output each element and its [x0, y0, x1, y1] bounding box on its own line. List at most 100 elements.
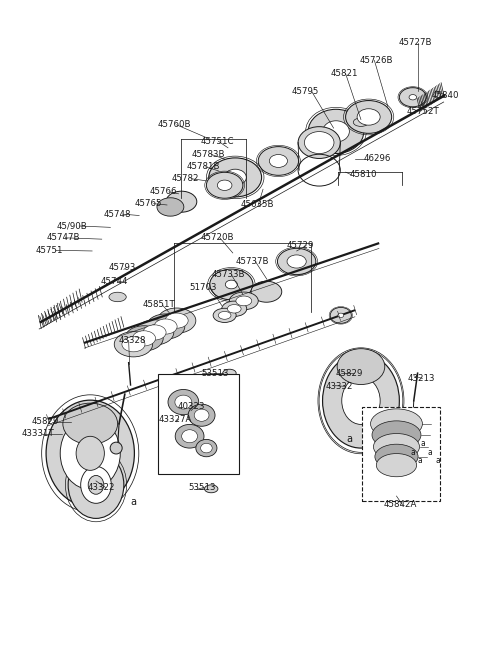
- Ellipse shape: [196, 440, 217, 457]
- Ellipse shape: [342, 377, 380, 424]
- Ellipse shape: [209, 158, 262, 197]
- Ellipse shape: [168, 390, 199, 415]
- Ellipse shape: [165, 313, 188, 328]
- Text: 45720B: 45720B: [201, 233, 234, 242]
- Text: 45733B: 45733B: [211, 270, 245, 279]
- Text: 53513: 53513: [202, 369, 229, 378]
- Ellipse shape: [287, 255, 306, 268]
- Ellipse shape: [228, 305, 241, 313]
- Ellipse shape: [81, 466, 111, 503]
- Ellipse shape: [175, 395, 192, 409]
- Text: 53513: 53513: [188, 483, 216, 492]
- Text: 51703: 51703: [190, 283, 217, 292]
- Ellipse shape: [122, 336, 145, 352]
- Text: 45829: 45829: [31, 417, 59, 426]
- Ellipse shape: [225, 280, 238, 289]
- Ellipse shape: [258, 147, 299, 175]
- Ellipse shape: [277, 248, 316, 275]
- Text: 45747B: 45747B: [46, 233, 80, 242]
- Ellipse shape: [330, 307, 351, 323]
- Ellipse shape: [63, 403, 118, 444]
- Text: 45760B: 45760B: [157, 120, 191, 129]
- Text: 45737B: 45737B: [235, 257, 269, 266]
- Ellipse shape: [175, 424, 204, 448]
- Text: 45829: 45829: [336, 369, 363, 378]
- Text: 45635B: 45635B: [241, 200, 275, 210]
- Text: 40323: 40323: [178, 401, 205, 411]
- Ellipse shape: [132, 330, 156, 346]
- Ellipse shape: [399, 87, 426, 107]
- Text: 45751: 45751: [36, 246, 63, 255]
- Ellipse shape: [323, 121, 349, 142]
- Text: a: a: [131, 497, 136, 507]
- Ellipse shape: [143, 325, 166, 340]
- Ellipse shape: [218, 311, 231, 319]
- Ellipse shape: [60, 417, 120, 489]
- Text: a: a: [420, 439, 425, 448]
- Ellipse shape: [213, 308, 236, 323]
- Ellipse shape: [376, 453, 417, 477]
- Text: 45821: 45821: [330, 69, 358, 78]
- Text: 45840: 45840: [432, 91, 459, 100]
- Text: 46296: 46296: [364, 154, 391, 164]
- Text: 45744: 45744: [101, 277, 128, 286]
- Ellipse shape: [88, 476, 104, 494]
- Text: 45748: 45748: [104, 210, 131, 219]
- Ellipse shape: [298, 127, 340, 158]
- Ellipse shape: [372, 421, 421, 449]
- Ellipse shape: [229, 292, 258, 310]
- Text: 43322: 43322: [87, 483, 115, 492]
- Text: 45795: 45795: [292, 87, 319, 97]
- Ellipse shape: [157, 308, 196, 333]
- Ellipse shape: [166, 191, 197, 212]
- Ellipse shape: [46, 400, 134, 507]
- Ellipse shape: [76, 436, 104, 470]
- Text: 45751C: 45751C: [201, 137, 234, 146]
- Ellipse shape: [346, 101, 392, 133]
- Ellipse shape: [222, 301, 247, 317]
- Ellipse shape: [146, 314, 185, 339]
- Bar: [158, 374, 239, 474]
- Text: 45810: 45810: [349, 170, 377, 179]
- Ellipse shape: [135, 320, 174, 345]
- Text: 45729: 45729: [287, 241, 314, 250]
- Ellipse shape: [201, 443, 212, 453]
- Ellipse shape: [371, 409, 422, 439]
- Ellipse shape: [224, 170, 246, 185]
- Text: 45782: 45782: [172, 174, 199, 183]
- Text: 45752T: 45752T: [407, 107, 440, 116]
- Ellipse shape: [68, 451, 124, 518]
- Ellipse shape: [125, 326, 163, 351]
- Text: 45/90B: 45/90B: [57, 221, 87, 231]
- Ellipse shape: [110, 442, 122, 454]
- Text: a: a: [435, 456, 440, 465]
- Text: a: a: [428, 447, 432, 457]
- Text: 45726B: 45726B: [360, 56, 394, 65]
- Ellipse shape: [114, 332, 153, 357]
- Text: a: a: [347, 434, 352, 444]
- Ellipse shape: [194, 409, 209, 421]
- Ellipse shape: [188, 404, 215, 426]
- Text: 43213: 43213: [408, 374, 435, 383]
- Text: 45793: 45793: [108, 263, 136, 272]
- Ellipse shape: [223, 369, 236, 377]
- Ellipse shape: [182, 430, 198, 443]
- Ellipse shape: [308, 109, 364, 154]
- Text: 45766: 45766: [150, 187, 177, 196]
- Ellipse shape: [206, 172, 243, 198]
- Text: a: a: [418, 456, 422, 465]
- Text: 43327A: 43327A: [158, 415, 192, 424]
- Bar: [362, 407, 440, 501]
- Ellipse shape: [109, 292, 126, 302]
- Ellipse shape: [251, 281, 282, 302]
- Text: 43328: 43328: [119, 336, 146, 345]
- Ellipse shape: [338, 313, 344, 317]
- Ellipse shape: [323, 353, 399, 448]
- Ellipse shape: [217, 180, 232, 191]
- Ellipse shape: [337, 349, 385, 384]
- Ellipse shape: [236, 296, 252, 306]
- Ellipse shape: [353, 118, 369, 126]
- Text: a: a: [410, 447, 415, 457]
- Ellipse shape: [357, 109, 380, 125]
- Text: 43331T: 43331T: [21, 429, 54, 438]
